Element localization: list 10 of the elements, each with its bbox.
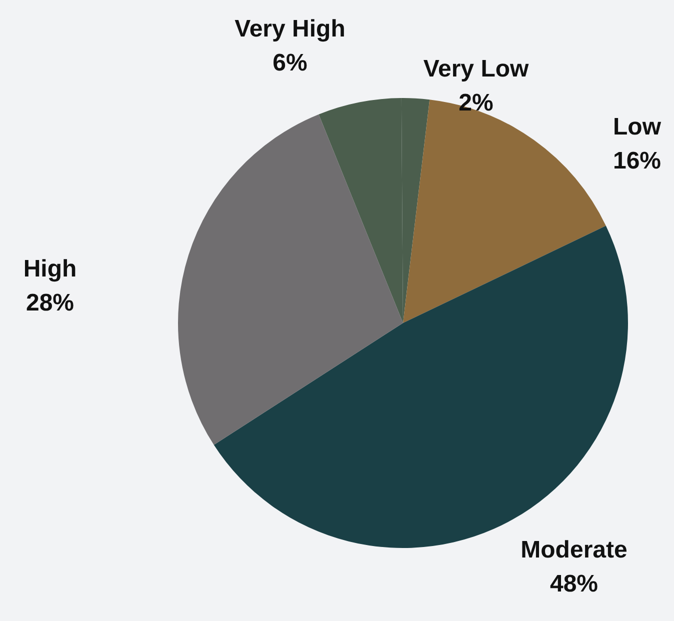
slice-label: Low	[613, 114, 662, 141]
data-label: 6%	[272, 50, 308, 77]
data-label: 2%	[458, 90, 494, 117]
data-label: 48%	[550, 570, 598, 598]
slice-label: High	[23, 256, 77, 283]
slice-label: Very High	[234, 16, 346, 43]
slice-label: Very Low	[423, 56, 530, 83]
slice-label: Moderate	[520, 536, 628, 564]
data-label: 16%	[612, 148, 662, 175]
data-label: 28%	[26, 290, 74, 317]
